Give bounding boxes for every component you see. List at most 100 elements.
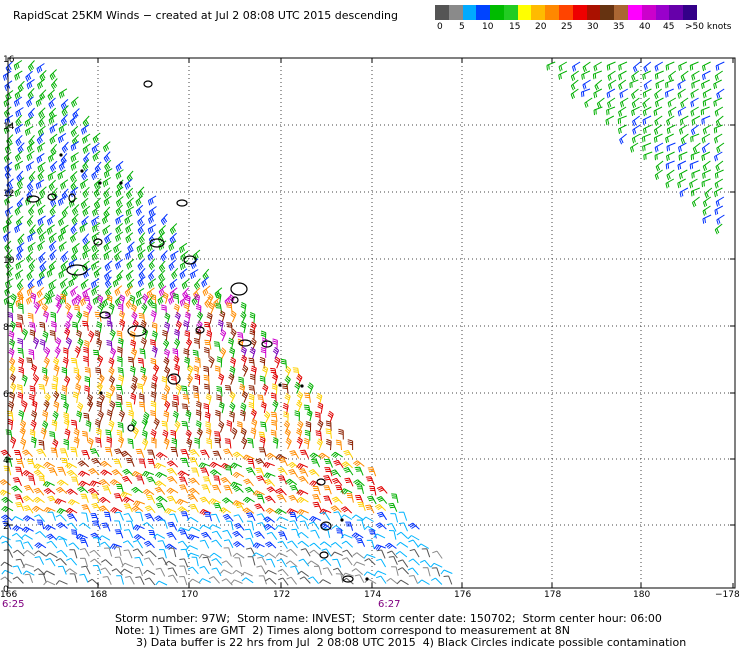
wind-barb bbox=[643, 61, 652, 73]
wind-barb bbox=[87, 578, 100, 586]
wind-barb bbox=[135, 511, 144, 522]
wind-barb bbox=[26, 179, 34, 191]
wind-barb bbox=[277, 540, 288, 549]
wind-barb bbox=[183, 302, 190, 314]
wind-barb bbox=[51, 419, 58, 431]
wind-barb bbox=[692, 142, 701, 154]
wind-barb bbox=[184, 330, 191, 342]
wind-barb bbox=[15, 215, 24, 227]
wind-barb bbox=[54, 346, 61, 359]
wind-barb bbox=[52, 410, 59, 423]
wind-barb bbox=[325, 428, 332, 439]
wind-barb bbox=[266, 486, 278, 494]
wind-barb bbox=[26, 215, 34, 227]
wind-barb bbox=[240, 346, 247, 359]
wind-barb bbox=[376, 496, 388, 504]
wind-barb bbox=[185, 410, 192, 422]
wind-barb bbox=[246, 512, 256, 522]
wind-barb bbox=[14, 494, 24, 504]
wind-barb bbox=[95, 437, 102, 448]
wind-barb bbox=[151, 322, 158, 334]
wind-barb bbox=[179, 558, 189, 568]
wind-barb bbox=[92, 132, 101, 144]
wind-barb bbox=[202, 285, 211, 297]
wind-barb bbox=[200, 467, 210, 477]
wind-barb bbox=[195, 400, 202, 413]
wind-barb bbox=[82, 320, 89, 331]
wind-barb bbox=[283, 411, 289, 423]
wind-barb bbox=[141, 429, 148, 442]
wind-barb bbox=[163, 400, 171, 413]
wind-barb bbox=[29, 385, 36, 397]
wind-barb bbox=[180, 250, 189, 262]
wind-barb bbox=[129, 330, 136, 343]
wind-barb bbox=[7, 418, 14, 430]
wind-barb bbox=[77, 486, 89, 494]
wind-barb bbox=[56, 549, 68, 558]
wind-barb bbox=[25, 161, 35, 172]
wind-barb bbox=[270, 367, 277, 378]
wind-barb bbox=[34, 542, 47, 549]
island-outline bbox=[183, 255, 197, 265]
wind-barb bbox=[138, 312, 146, 324]
wind-barb bbox=[83, 295, 91, 306]
wind-barb bbox=[194, 437, 200, 449]
wind-barb bbox=[221, 578, 233, 586]
wind-barb bbox=[146, 494, 156, 504]
wind-barb bbox=[690, 151, 700, 161]
wind-barb bbox=[190, 258, 199, 270]
wind-barb bbox=[298, 468, 309, 477]
start-time-label: 6:25 bbox=[2, 599, 25, 610]
wind-barb bbox=[208, 498, 221, 505]
wind-barb bbox=[264, 478, 276, 487]
wind-barb bbox=[9, 320, 16, 333]
wind-barb bbox=[272, 372, 279, 385]
wind-barb bbox=[304, 392, 311, 403]
wind-barb bbox=[223, 547, 232, 557]
color-swatch bbox=[627, 5, 642, 20]
wind-barb bbox=[278, 475, 287, 485]
wind-barb bbox=[155, 580, 168, 586]
wind-barb bbox=[319, 508, 332, 515]
wind-barb bbox=[264, 411, 271, 424]
wind-barb bbox=[22, 570, 35, 576]
wind-barb bbox=[558, 70, 568, 80]
wind-barb bbox=[37, 125, 46, 137]
wind-barb bbox=[162, 291, 169, 304]
wind-barb bbox=[114, 294, 123, 307]
wind-barb bbox=[181, 278, 190, 290]
wind-barb bbox=[102, 296, 111, 308]
wind-barb bbox=[632, 124, 641, 135]
wind-barb bbox=[164, 560, 177, 567]
wind-barb bbox=[81, 168, 89, 181]
wind-barb bbox=[70, 179, 78, 191]
latitude-label: 2 bbox=[3, 522, 9, 532]
wind-barb bbox=[198, 578, 211, 583]
wind-barb bbox=[94, 419, 101, 431]
wind-barb bbox=[196, 311, 204, 324]
wind-barb bbox=[16, 384, 23, 395]
wind-barb bbox=[275, 552, 288, 558]
wind-barb bbox=[195, 328, 202, 340]
wind-barb bbox=[177, 540, 189, 549]
wind-barb bbox=[118, 410, 125, 422]
wind-barb bbox=[106, 340, 113, 351]
wind-barb bbox=[77, 460, 90, 468]
wind-barb bbox=[35, 196, 44, 207]
wind-barb bbox=[53, 400, 60, 413]
wind-barb bbox=[206, 330, 213, 342]
wind-barb bbox=[50, 311, 56, 323]
land-dot bbox=[365, 577, 369, 581]
wind-barb bbox=[57, 565, 67, 575]
wind-barb bbox=[71, 204, 80, 216]
wind-barb bbox=[0, 479, 11, 486]
island-outline bbox=[342, 575, 354, 583]
wind-barb bbox=[654, 169, 663, 180]
wind-barb bbox=[216, 386, 223, 397]
wind-barb bbox=[218, 401, 225, 414]
wind-barb bbox=[666, 142, 676, 152]
wind-barb bbox=[260, 401, 267, 414]
wind-barb bbox=[153, 417, 160, 430]
wind-barb bbox=[307, 382, 314, 395]
wind-barb bbox=[55, 486, 68, 494]
